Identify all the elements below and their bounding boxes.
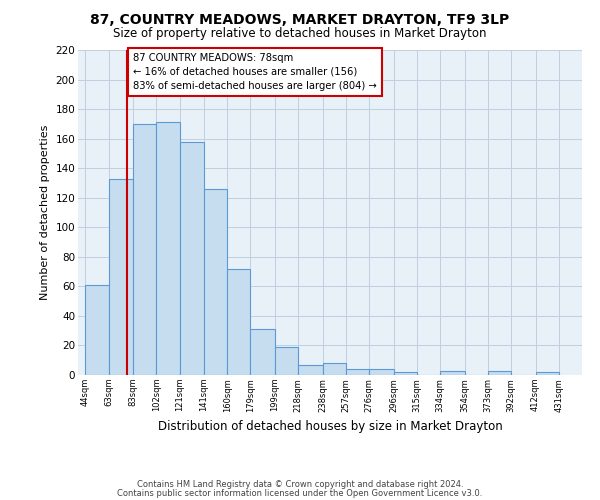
Text: 87 COUNTRY MEADOWS: 78sqm
← 16% of detached houses are smaller (156)
83% of semi: 87 COUNTRY MEADOWS: 78sqm ← 16% of detac… [133, 53, 377, 91]
Bar [298, 364, 323, 375]
Bar [179, 142, 204, 375]
Bar [323, 363, 346, 375]
Bar [204, 189, 227, 375]
Bar [133, 124, 156, 375]
Bar [250, 329, 275, 375]
Text: Contains public sector information licensed under the Open Government Licence v3: Contains public sector information licen… [118, 488, 482, 498]
Bar [156, 122, 179, 375]
Bar [536, 372, 559, 375]
Bar [275, 347, 298, 375]
Bar [488, 370, 511, 375]
Bar [85, 285, 109, 375]
Text: Size of property relative to detached houses in Market Drayton: Size of property relative to detached ho… [113, 28, 487, 40]
Bar [227, 268, 250, 375]
Bar [369, 369, 394, 375]
X-axis label: Distribution of detached houses by size in Market Drayton: Distribution of detached houses by size … [158, 420, 502, 433]
Text: Contains HM Land Registry data © Crown copyright and database right 2024.: Contains HM Land Registry data © Crown c… [137, 480, 463, 489]
Bar [440, 370, 464, 375]
Y-axis label: Number of detached properties: Number of detached properties [40, 125, 50, 300]
Text: 87, COUNTRY MEADOWS, MARKET DRAYTON, TF9 3LP: 87, COUNTRY MEADOWS, MARKET DRAYTON, TF9… [91, 12, 509, 26]
Bar [394, 372, 417, 375]
Bar [346, 369, 369, 375]
Bar [109, 178, 133, 375]
